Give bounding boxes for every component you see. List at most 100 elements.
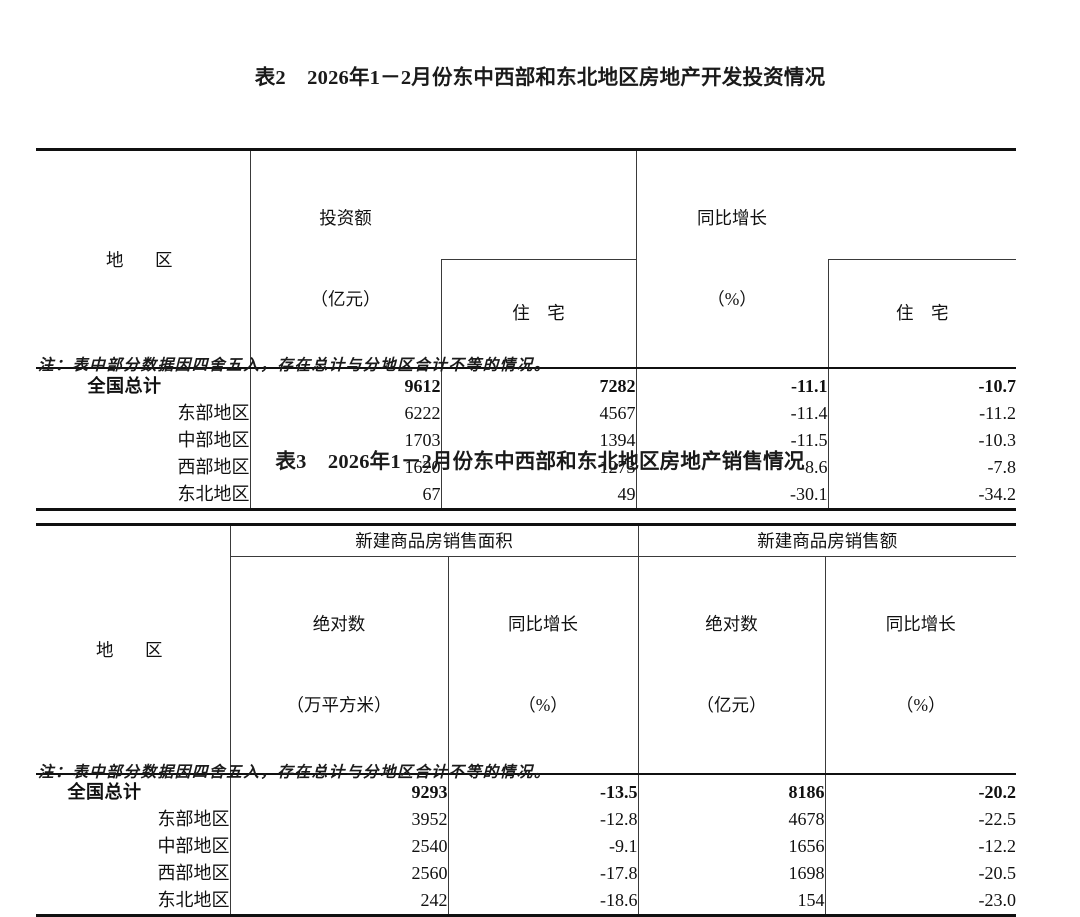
row-cell-area_abs: 2560 [229,860,448,887]
row-cell-value_abs: 1656 [637,833,825,860]
table2-body: 全国总计 9612 7282 -11.1 -10.7 东部地区 6222 4567 -11.4-… [36,369,1016,508]
table2-header-invest-line2: （亿元） [310,289,381,309]
row-cell-value_abs: 154 [637,887,825,914]
table3-header-value-abs-line1: 绝对数 [705,614,758,634]
row-cell-invest_res: 7282 [440,369,636,400]
table2-header-rule-row [36,367,1016,369]
table3-title: 表3 2026年1－2月份东中西部和东北地区房地产销售情况 [275,451,805,473]
row-cell-invest_res: 4567 [440,400,636,427]
row-cell-invest: 1703 [249,427,441,454]
row-cell-yoy_res: -10.7 [827,369,1016,400]
table3: 地 区 新建商品房销售面积 新建商品房销售额 绝对数 （万平方米） 同比增长 （… [36,526,1016,914]
table2-header-row-sub: 住 宅 住 宅 [36,258,1016,367]
row-cell-yoy_res: -10.3 [827,427,1016,454]
row-cell-area_yoy: -9.1 [447,833,638,860]
row-cell-value_yoy: -22.5 [824,806,1016,833]
row-region-label: 全国总计 [87,376,162,396]
table3-header-sub-row: 绝对数 （万平方米） 同比增长 （%） 绝对数 （亿元） 同比增长 （%） [36,556,1016,773]
table3-header-area-abs: 绝对数 （万平方米） [229,556,448,773]
table3-note: 注：表中部分数据因四舍五入，存在总计与分地区合计不等的情况。 [38,764,552,781]
table-row: 东部地区 6222 4567 -11.4 -11.2 [36,400,1016,427]
table2-header-yoy-residential: 住 宅 [827,258,1016,367]
row-region-label: 东北地区 [177,484,250,504]
table-row: 全国总计 9612 7282 -11.1 -10.7 [36,369,1016,400]
row-cell-area_yoy: -13.5 [447,775,638,806]
table-row: 东北地区 242 -18.6 154 -23.0 [36,887,1016,914]
row-cell-value_abs: 4678 [637,806,825,833]
table3-header-group-row: 地 区 新建商品房销售面积 新建商品房销售额 [36,526,1016,660]
table2-header-yoy-line1: 同比增长 [697,208,767,228]
row-region-label: 东北地区 [157,890,230,910]
table2-top-rule [36,148,1016,151]
table3-header-rule [36,773,1016,775]
row-cell-area_abs: 9293 [229,775,448,806]
row-cell-invest: 67 [249,481,441,508]
table3-header-group-value: 新建商品房销售额 [637,526,1016,557]
row-cell-invest_res: 49 [440,481,636,508]
table2-header-spacer-b [828,151,1016,259]
row-cell-value_yoy: -20.2 [824,775,1016,806]
table-row: 西部地区 2560 -17.8 1698 -20.5 [36,860,1016,887]
table3-header-area-yoy-line1: 同比增长 [508,614,578,634]
table3-container: 地 区 新建商品房销售面积 新建商品房销售额 绝对数 （万平方米） 同比增长 （… [36,523,1016,917]
table2-container: 地 区 投资额 （亿元） 同比增长 （%） 住 宅 住 宅 [36,148,1016,511]
row-cell-yoy_res: -11.2 [827,400,1016,427]
table-row: 东部地区 3952 -12.8 4678 -22.5 [36,806,1016,833]
row-cell-yoy: -11.1 [635,369,828,400]
row-region-label: 中部地区 [157,836,230,856]
table3-header-area-abs-line2: （万平方米） [286,695,392,715]
row-region-label: 东部地区 [177,403,250,423]
table3-header-value-yoy-line1: 同比增长 [885,614,956,634]
table3-header-rule-row [36,773,1016,775]
table3-header-value-abs-line2: （亿元） [696,695,767,715]
row-region-label: 东部地区 [157,809,230,829]
table2-header-spacer-a [441,151,636,259]
row-cell-yoy_res: -7.8 [827,454,1016,481]
row-region-label: 西部地区 [177,457,250,477]
table3-header-group-area: 新建商品房销售面积 [229,526,638,557]
table3-header-value-yoy-line2: （%） [895,695,946,715]
row-cell-yoy: -11.5 [635,427,828,454]
row-cell-area_yoy: -12.8 [447,806,638,833]
row-cell-value_yoy: -23.0 [824,887,1016,914]
row-cell-yoy: -30.1 [635,481,828,508]
row-region-label: 西部地区 [157,863,230,883]
row-cell-value_yoy: -12.2 [824,833,1016,860]
row-region-label: 中部地区 [177,430,250,450]
table3-header-value-yoy: 同比增长 （%） [824,556,1016,773]
table-row: 西部地区 1620 1273 -8.6 -7.8 [36,454,1016,481]
row-cell-yoy: -8.6 [635,454,828,481]
table2-header-yoy: 同比增长 （%） [635,151,828,367]
row-cell-area_abs: 3952 [229,806,448,833]
table2-title: 表2 2026年1－2月份东中西部和东北地区房地产开发投资情况 [254,67,826,89]
row-cell-area_abs: 2540 [229,833,448,860]
table-row: 全国总计 9293 -13.5 8186 -20.2 [36,775,1016,806]
table2-note: 注：表中部分数据因四舍五入，存在总计与分地区合计不等的情况。 [38,357,552,374]
table-row: 中部地区 2540 -9.1 1656 -12.2 [36,833,1016,860]
table2-bottom-rule [36,508,1016,511]
table3-body: 全国总计 9293 -13.5 8186 -20.2 东部地区 3952 -12.8 4678-… [36,775,1016,914]
table3-top-rule [36,523,1016,526]
table2-header-row-top: 地 区 投资额 （亿元） 同比增长 （%） [36,151,1016,367]
table-row: 中部地区 1703 1394 -11.5 -10.3 [36,427,1016,454]
table3-header-area-yoy-line2: （%） [518,695,568,715]
row-cell-invest: 9612 [249,369,441,400]
table3-header-area-yoy: 同比增长 （%） [447,556,638,773]
table2: 地 区 投资额 （亿元） 同比增长 （%） 住 宅 住 宅 [36,151,1016,508]
row-cell-invest_res: 1273 [440,454,636,481]
table3-header-region: 地 区 [96,640,170,660]
row-cell-invest_res: 1394 [440,427,636,454]
table3-header-area-abs-line1: 绝对数 [312,614,366,634]
row-cell-area_abs: 242 [229,887,448,914]
table2-header-rule-cell [36,367,1016,369]
row-cell-area_yoy: -18.6 [447,887,638,914]
row-cell-invest: 1620 [249,454,441,481]
row-cell-invest: 6222 [249,400,441,427]
row-cell-yoy: -11.4 [635,400,828,427]
table2-header-region: 地 区 [106,249,180,270]
row-cell-area_yoy: -17.8 [447,860,638,887]
document-page: 表2 2026年1－2月份东中西部和东北地区房地产开发投资情况 地 区 投资额 … [36,67,1016,917]
table2-header-invest: 投资额 （亿元） [249,151,441,367]
table3-header-rule-cell [36,773,1016,775]
table2-header-invest-residential: 住 宅 [440,258,636,367]
